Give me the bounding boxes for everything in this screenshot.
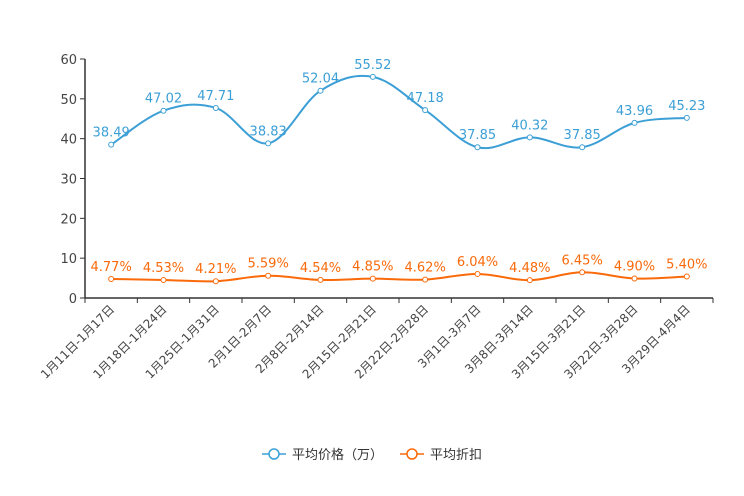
legend-marker-icon <box>406 448 418 460</box>
data-label: 47.18 <box>407 91 444 106</box>
data-point <box>683 273 690 280</box>
data-label: 52.04 <box>302 72 339 87</box>
data-point <box>631 275 638 282</box>
data-label: 37.85 <box>459 128 496 143</box>
data-point <box>474 270 481 277</box>
data-point <box>422 276 429 283</box>
data-point <box>108 141 115 148</box>
data-point <box>369 73 376 80</box>
data-point <box>683 114 690 121</box>
legend-marker-icon <box>268 448 280 460</box>
data-label: 55.52 <box>354 58 391 73</box>
data-label: 4.21% <box>195 262 236 277</box>
data-label: 6.45% <box>562 253 603 268</box>
data-label: 4.53% <box>143 261 184 276</box>
data-label: 4.54% <box>300 261 341 276</box>
data-label: 38.83 <box>250 124 287 139</box>
data-point <box>526 134 533 141</box>
data-label: 5.40% <box>666 257 707 272</box>
data-label: 47.02 <box>145 92 182 107</box>
y-tick-label: 50 <box>60 93 77 108</box>
data-point <box>265 272 272 279</box>
data-point <box>579 144 586 151</box>
data-point <box>579 269 586 276</box>
data-point <box>526 277 533 284</box>
data-label: 4.90% <box>614 259 655 274</box>
data-label: 47.71 <box>197 89 234 104</box>
data-point <box>631 119 638 126</box>
data-point <box>474 144 481 151</box>
data-point <box>108 275 115 282</box>
data-point <box>160 107 167 114</box>
data-label: 4.85% <box>352 260 393 275</box>
data-point <box>317 276 324 283</box>
data-label: 38.49 <box>93 126 130 141</box>
data-point <box>160 276 167 283</box>
data-point <box>212 278 219 285</box>
series-line-1 <box>111 271 687 283</box>
legend-label: 平均价格（万） <box>292 447 383 463</box>
data-label: 5.59% <box>248 257 289 272</box>
data-point <box>212 104 219 111</box>
data-label: 4.77% <box>91 260 132 275</box>
data-label: 43.96 <box>616 104 653 119</box>
y-tick-label: 30 <box>60 173 77 188</box>
data-point <box>265 140 272 147</box>
data-label: 37.85 <box>564 128 601 143</box>
data-point <box>422 107 429 114</box>
data-point <box>317 87 324 94</box>
y-tick-label: 0 <box>69 292 77 307</box>
data-label: 6.04% <box>457 255 498 270</box>
y-tick-label: 20 <box>60 212 77 227</box>
data-label: 40.32 <box>511 118 548 133</box>
data-label: 4.48% <box>509 261 550 276</box>
data-label: 4.62% <box>405 261 446 276</box>
y-tick-label: 60 <box>60 53 77 68</box>
data-label: 45.23 <box>668 99 705 114</box>
data-point <box>369 275 376 282</box>
y-tick-label: 40 <box>60 133 77 148</box>
y-tick-label: 10 <box>60 252 77 267</box>
legend-label: 平均折扣 <box>430 448 482 463</box>
